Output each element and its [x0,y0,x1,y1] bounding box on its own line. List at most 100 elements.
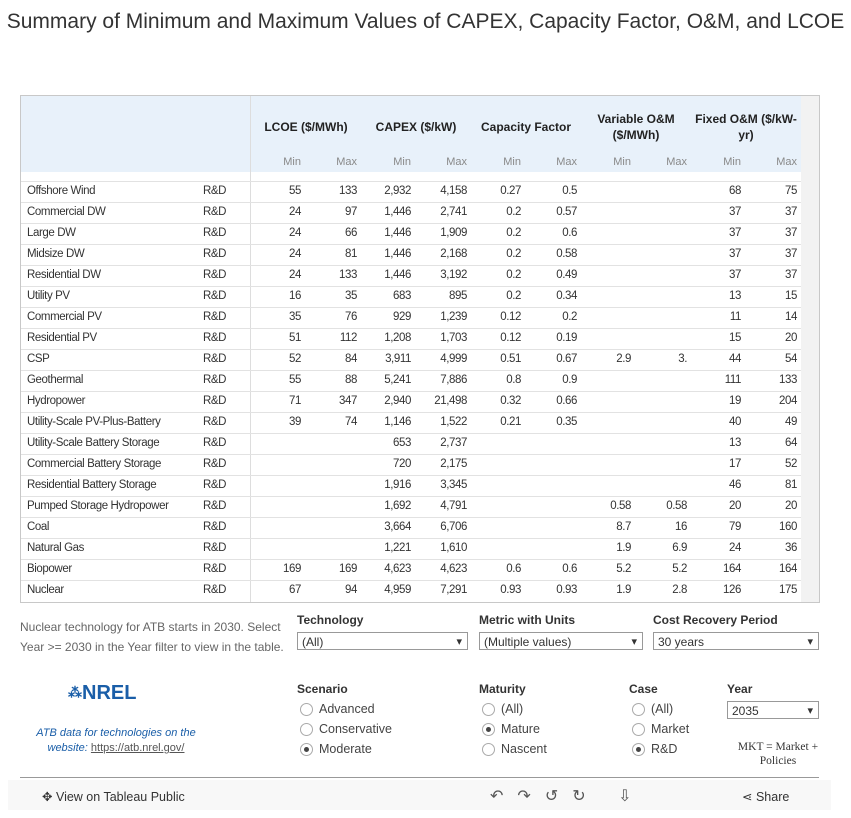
cell: 97 [345,206,357,218]
radio-option[interactable]: Mature [482,722,540,736]
dropdown[interactable]: (All) [297,632,468,651]
sub-header: Min [503,156,521,168]
cell: 4,791 [440,500,467,512]
cell: 0.35 [556,416,577,428]
cell: 683 [393,290,411,302]
radio-option[interactable]: Conservative [300,722,392,736]
cell: 55 [289,374,301,386]
cell: 2.9 [616,353,631,365]
cell: 0.9 [562,374,577,386]
atb-link[interactable]: https://atb.nrel.gov/ [90,742,185,754]
column-header: Fixed O&M ($/kW-yr) [695,112,797,142]
cell: 6,706 [440,521,467,533]
radio-button[interactable] [632,723,645,736]
row-line [21,412,801,413]
row-label: Pumped Storage Hydropower [27,500,169,512]
radio-option[interactable]: Advanced [300,702,375,716]
cell: 81 [785,479,797,491]
cell: 21,498 [434,395,467,407]
dropdown[interactable]: 2035 [727,701,819,720]
cell: 929 [393,311,411,323]
radio-button[interactable] [300,743,313,756]
row-line [21,223,801,224]
logo-icon: ⁂ [68,684,82,700]
cell: 13 [729,290,741,302]
row-label: R&D [203,332,227,344]
mkt-note: MKT = Market + Policies [737,741,819,767]
toolbar-icons[interactable]: ↶↷↺↻ ⇩ [490,788,646,805]
cell: 0.66 [556,395,577,407]
cell: 164 [723,563,741,575]
cell: 164 [779,563,797,575]
cell: 0.58 [666,500,687,512]
table: LCOE ($/MWh) Min Max CAPEX ($/kW) Min Max Capa… [20,95,820,603]
filter-label: Cost Recovery Period [653,613,778,627]
title: Summary of Minimum and Maximum Values of… [6,10,845,33]
row-line [21,202,801,203]
row-label: R&D [203,374,227,386]
share-button[interactable]: ⋖ Share [742,790,790,804]
cell: 204 [779,395,797,407]
cell: 1,446 [384,269,411,281]
row-label: Commercial PV [27,311,102,323]
cell: 0.12 [500,332,521,344]
cell: 40 [729,416,741,428]
radio-button[interactable] [300,723,313,736]
radio-button[interactable] [300,703,313,716]
cell: 24 [289,227,301,239]
row-line [21,349,801,350]
row-label: Natural Gas [27,542,84,554]
atb-text: ATB data for technologies on the website… [20,726,212,756]
sub-header: Max [336,156,357,168]
cell: 1,221 [384,542,411,554]
row-label: R&D [203,269,227,281]
radio-option[interactable]: Nascent [482,742,547,756]
view-button[interactable]: ✥ View on Tableau Public [42,790,185,804]
atb-label: ATB data for technologies on the website… [36,727,196,754]
cell: 76 [345,311,357,323]
cell: 2,932 [384,185,411,197]
cell: 37 [785,227,797,239]
row-label: CSP [27,353,50,365]
radio-button[interactable] [482,703,495,716]
cell: 81 [345,248,357,260]
cell: 1,909 [440,227,467,239]
row-line [21,580,801,581]
radio-option[interactable]: (All) [632,702,673,716]
cell: 36 [785,542,797,554]
radio-button[interactable] [482,723,495,736]
sub-header: Min [283,156,301,168]
row-label: R&D [203,353,227,365]
cell: 8.7 [616,521,631,533]
cell: 68 [729,185,741,197]
radio-option[interactable]: (All) [482,702,523,716]
column-header: LCOE ($/MWh) [264,120,348,134]
cell: 11 [729,311,742,323]
radio-button[interactable] [632,743,645,756]
cell: 3. [678,353,687,365]
radio-option[interactable]: Moderate [300,742,372,756]
row-line [21,559,801,560]
radio-button[interactable] [632,703,645,716]
cell: 14 [785,311,797,323]
row-label: Midsize DW [27,248,85,260]
cell: 16 [289,290,301,302]
cell: 55 [289,185,301,197]
cell: 64 [785,437,797,449]
cell: 20 [729,500,741,512]
row-label: R&D [203,458,227,470]
cell: 2,737 [440,437,467,449]
cell: 19 [729,395,741,407]
radio-button[interactable] [482,743,495,756]
radio-option[interactable]: R&D [632,742,677,756]
cell: 54 [785,353,797,365]
row-label: R&D [203,584,227,596]
dropdown[interactable]: 30 years [653,632,819,651]
cell: 0.5 [562,185,577,197]
dropdown[interactable]: (Multiple values) [479,632,643,651]
radio-option[interactable]: Market [632,722,689,736]
row-line [21,496,801,497]
view-text: View on Tableau Public [55,790,185,804]
cell: 3,192 [440,269,467,281]
cell: 37 [729,269,741,281]
